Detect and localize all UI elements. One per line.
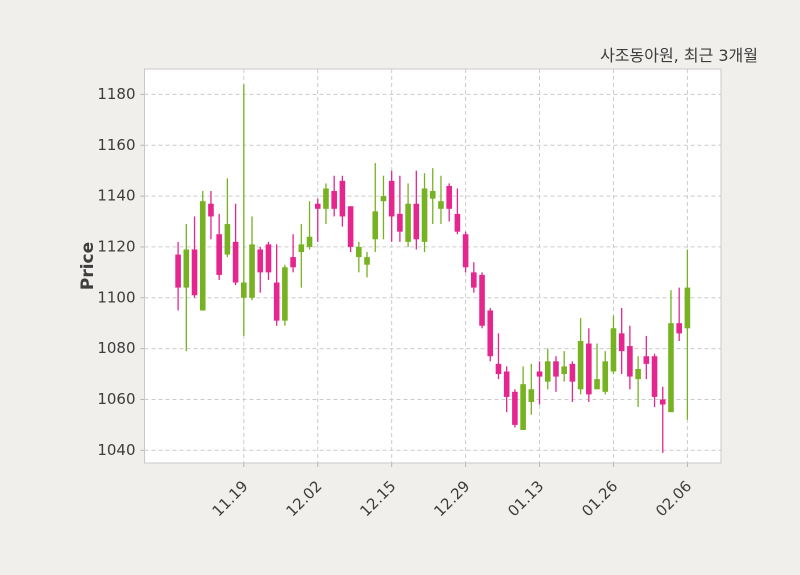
y-tick-label: 1100 [97,288,135,306]
candle-body-down [487,310,494,357]
plot-border [144,68,722,464]
candle-body-down [627,346,633,377]
candle-body-down [331,191,337,209]
candle-body-down [569,363,576,382]
candle-body-down [503,371,510,397]
candle-body-up [356,246,362,258]
y-tick-label: 1060 [97,390,135,408]
candle-body-down [553,361,559,377]
candle-body-up [372,211,379,240]
candle-body-up [199,201,206,311]
candle-body-up [298,244,305,253]
y-axis-label: Price [78,241,98,291]
candle-body-down [454,213,461,232]
y-tick-label: 1080 [97,339,135,357]
candle-body-down [676,323,682,334]
candle-body-up [610,328,617,372]
candle-body-up [282,267,288,321]
candle-body-up [183,249,190,288]
y-tick-label: 1180 [97,85,135,103]
candle-body-down [536,371,543,377]
candle-body-down [208,203,214,217]
candle-body-up [635,368,641,380]
candle-body-down [618,333,625,352]
candle-body-down [388,180,395,217]
candle-body-up [577,340,584,390]
candle-body-down [265,244,272,273]
candle-body-down [397,213,403,232]
y-tick-label: 1040 [97,441,135,459]
candle-body-down [290,257,296,268]
candle-body-up [224,224,231,255]
candle-body-down [643,356,650,364]
candle-body-down [232,241,239,283]
candle-body-up [561,366,567,375]
candle-body-up [241,282,247,298]
candle-body-up [602,361,609,392]
candle-body-up [668,323,674,413]
candle-body-up [421,188,428,242]
candle-body-down [471,272,477,288]
candle-body-up [429,191,436,199]
candle-body-up [544,361,551,382]
candle-body-down [462,234,469,268]
candle-body-up [323,188,329,209]
candle-body-down [495,363,502,375]
candle-body-up [249,244,255,298]
candle-body-up [684,287,691,329]
candle-body-down [175,254,181,288]
candle-body-up [594,379,600,390]
candle-body-up [405,203,411,242]
candle-body-down [273,282,280,321]
candle-body-up [380,196,387,202]
candle-body-up [520,384,526,430]
candle-body-down [347,206,354,247]
candle-body-down [512,391,518,425]
candle-body-down [191,249,198,296]
candle-body-down [314,203,321,209]
candle-body-down [413,203,420,240]
y-tick-label: 1160 [97,136,135,154]
candle-body-down [479,274,485,326]
candle-body-down [659,399,666,405]
y-tick-label: 1120 [97,237,135,255]
candle-body-up [528,389,535,402]
candle-body-down [651,356,658,397]
candle-body-down [257,249,264,273]
candle-body-down [446,185,452,209]
chart-title: 사조동아원, 최근 3개월 [600,46,758,65]
candle-body-up [364,257,370,265]
candle-body-up [438,201,444,209]
candle-body-down [586,343,592,395]
candle-body-down [216,234,222,275]
candle-body-down [339,180,346,217]
plot-background [144,69,721,463]
y-tick-label: 1140 [97,187,135,205]
candle-body-up [306,236,313,247]
